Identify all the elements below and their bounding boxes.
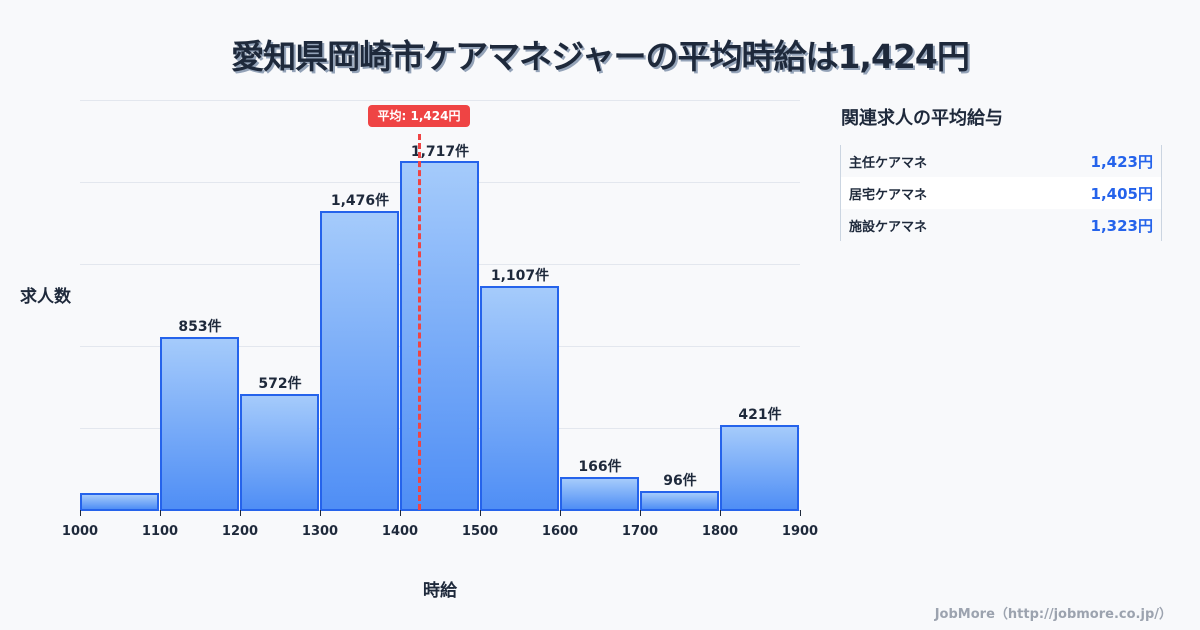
x-tick	[720, 510, 721, 516]
bar-value-label: 96件	[663, 473, 697, 489]
x-tick-label: 1100	[141, 524, 179, 539]
related-job-row: 居宅ケアマネ 1,405円	[841, 177, 1161, 209]
x-tick	[560, 510, 561, 516]
x-tick-label: 1700	[621, 524, 659, 539]
x-tick-label: 1300	[301, 524, 339, 539]
x-tick-label: 1000	[61, 524, 99, 539]
x-tick	[480, 510, 481, 516]
x-tick-label: 1800	[701, 524, 739, 539]
bar-value-label: 1,476件	[330, 193, 390, 209]
x-tick	[160, 510, 161, 516]
x-tick-label: 1200	[221, 524, 259, 539]
related-job-name: 施設ケアマネ	[849, 219, 928, 235]
x-tick	[640, 510, 641, 516]
related-job-row: 主任ケアマネ 1,423円	[841, 145, 1161, 177]
average-badge: 平均: 1,424円	[368, 105, 470, 127]
related-job-name: 居宅ケアマネ	[849, 187, 928, 203]
bar-1300	[320, 211, 399, 511]
source-credit: JobMore（http://jobmore.co.jp/）	[934, 607, 1172, 622]
related-jobs-table: 主任ケアマネ 1,423円 居宅ケアマネ 1,405円 施設ケアマネ 1,323…	[840, 145, 1162, 241]
bar-value-label: 421件	[738, 407, 782, 423]
page-title: 愛知県岡崎市ケアマネジャーの平均時給は1,424円	[231, 37, 970, 76]
related-job-wage: 1,405円	[1090, 184, 1153, 203]
bar-1600	[560, 477, 639, 511]
bar-value-label: 1,107件	[490, 268, 550, 284]
related-job-wage: 1,423円	[1090, 152, 1153, 171]
related-job-wage: 1,323円	[1090, 216, 1153, 235]
x-tick-label: 1500	[461, 524, 499, 539]
bar-value-label: 853件	[178, 319, 222, 335]
average-line	[418, 134, 421, 510]
bar-value-label: 166件	[578, 459, 622, 475]
x-tick-label: 1900	[781, 524, 819, 539]
x-tick	[80, 510, 81, 516]
bar-value-label: 1,717件	[410, 144, 470, 160]
bar-1200	[240, 394, 319, 511]
x-tick	[800, 510, 801, 516]
x-tick	[320, 510, 321, 516]
related-job-row: 施設ケアマネ 1,323円	[841, 209, 1161, 241]
bar-1100	[160, 337, 239, 511]
bar-1400	[400, 161, 479, 511]
bar-value-label: 572件	[258, 376, 302, 392]
bar-1800	[720, 425, 799, 511]
bar-1700	[640, 491, 719, 511]
x-tick-label: 1600	[541, 524, 579, 539]
related-jobs-title: 関連求人の平均給与	[841, 108, 1003, 129]
grid-line	[80, 100, 800, 101]
y-axis-label: 求人数	[20, 287, 71, 307]
x-axis-label: 時給	[423, 581, 457, 601]
bar-1000	[80, 493, 159, 511]
x-tick-label: 1400	[381, 524, 419, 539]
x-tick	[240, 510, 241, 516]
bar-1500	[480, 286, 559, 511]
x-tick	[400, 510, 401, 516]
related-job-name: 主任ケアマネ	[849, 155, 928, 171]
histogram-chart: 853件 572件 1,476件 1,717件 1,107件 166件 96件 …	[61, 100, 818, 539]
